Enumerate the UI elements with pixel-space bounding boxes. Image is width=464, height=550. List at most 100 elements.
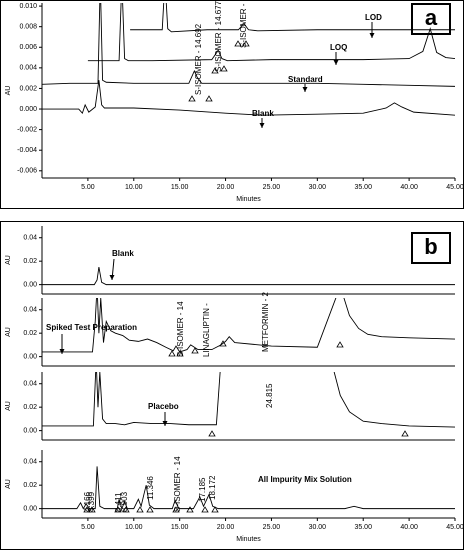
arrow-head: [59, 349, 65, 354]
peak-marker: [114, 506, 122, 513]
peak-annotation: 8.411: [114, 492, 123, 512]
trace: [42, 466, 455, 511]
x-tick-label: 30.00: [309, 524, 327, 531]
arrow-head: [162, 421, 168, 426]
y-axis-label: AU: [5, 86, 12, 96]
y-tick-label: -0.006: [17, 168, 37, 175]
peak-marker: [220, 65, 228, 72]
trace-label: All Impurity Mix Solution: [258, 475, 352, 484]
trace-label: LOQ: [330, 43, 347, 52]
y-tick-label: 0.02: [23, 404, 37, 411]
trace-label: Blank: [112, 249, 134, 258]
trace: [42, 80, 455, 116]
x-tick-label: 45.00: [446, 524, 464, 531]
arrow-head: [369, 33, 375, 38]
x-tick-label: 35.00: [354, 184, 372, 191]
peak-annotation: 24.815: [265, 383, 274, 408]
peak-annotation: 11.346: [146, 476, 155, 500]
plot: [42, 372, 455, 428]
y-tick-label: 0.008: [19, 24, 37, 31]
y-tick-label: 0.002: [19, 85, 37, 92]
trace: [42, 372, 455, 428]
y-tick-label: 0.000: [19, 106, 37, 113]
trace-label: Standard: [288, 75, 323, 84]
y-tick-label: 0.04: [23, 459, 37, 466]
x-tick-label: 40.00: [400, 524, 418, 531]
y-tick-label: 0.006: [19, 44, 37, 51]
x-tick-label: 20.00: [217, 524, 235, 531]
y-tick-label: 0.04: [23, 235, 37, 242]
peak-marker: [234, 40, 242, 47]
peak-marker: [186, 506, 194, 513]
y-tick-label: 0.00: [23, 353, 37, 360]
x-tick-label: 25.00: [263, 524, 281, 531]
y-tick-label: 0.00: [23, 281, 37, 288]
peak-marker: [188, 95, 196, 102]
trace-label: Blank: [252, 109, 274, 118]
peak-marker: [146, 506, 154, 513]
x-tick-label: 5.00: [81, 524, 95, 531]
peak-annotation: S-ISOMER - 14.692: [194, 23, 203, 95]
plot: [42, 466, 455, 511]
peak-annotation: S-ISOMER - 14.677: [214, 0, 223, 72]
peak-annotation: 4.166: [83, 491, 92, 512]
arrow-head: [109, 275, 115, 280]
y-axis-label: AU: [5, 327, 12, 337]
x-tick-label: 35.00: [354, 524, 372, 531]
arrow-head: [259, 123, 265, 128]
peak-marker: [211, 506, 219, 513]
trace: [130, 3, 455, 33]
x-tick-label: 10.00: [125, 184, 143, 191]
peak-annotation: 17.185: [198, 477, 207, 502]
peak-marker: [211, 67, 219, 74]
peak-annotation: 18.172: [208, 475, 217, 500]
peak-marker: [208, 430, 216, 437]
y-axis-label: AU: [5, 479, 12, 489]
x-tick-label: 25.00: [263, 184, 281, 191]
peak-marker: [136, 506, 144, 513]
peak-marker: [172, 506, 180, 513]
trace: [42, 3, 455, 87]
panel-label-box: [411, 3, 451, 35]
arrow-head: [333, 60, 339, 65]
panel-label-box: [411, 232, 451, 264]
peak-annotation: METFORMIN - 2: [261, 291, 270, 352]
x-axis-label: Minutes: [236, 536, 261, 543]
arrow-head: [302, 87, 308, 92]
x-tick-label: 10.00: [125, 524, 143, 531]
x-tick-label: 45.00: [446, 184, 464, 191]
peak-marker: [88, 506, 96, 513]
y-tick-label: 0.04: [23, 381, 37, 388]
peak-marker: [168, 350, 176, 357]
plot: [42, 298, 455, 353]
peak-annotation: 8.903: [120, 491, 129, 512]
y-axis-label: AU: [5, 255, 12, 265]
peak-marker: [201, 506, 209, 513]
trace-label: Spiked Test Preparation: [46, 323, 137, 332]
peak-marker: [83, 506, 91, 513]
y-tick-label: 0.00: [23, 505, 37, 512]
panel-label: b: [424, 234, 437, 259]
trace: [42, 266, 455, 286]
x-tick-label: 40.00: [400, 184, 418, 191]
y-tick-label: 0.00: [23, 427, 37, 434]
y-tick-label: 0.02: [23, 258, 37, 265]
peak-annotation: S-ISOMER - 14.668: [239, 0, 248, 48]
plot: [42, 266, 455, 286]
y-axis-label: AU: [5, 401, 12, 411]
panel-frame: [0, 221, 464, 550]
y-tick-label: -0.004: [17, 147, 37, 154]
plot: [42, 3, 455, 116]
x-tick-label: 20.00: [217, 184, 235, 191]
peak-marker: [401, 430, 409, 437]
peak-marker: [219, 340, 227, 347]
y-tick-label: 0.010: [19, 3, 37, 10]
peak-marker: [242, 40, 250, 47]
peak-marker: [176, 350, 184, 357]
trace-label: LOD: [365, 13, 382, 22]
peak-annotation: S-ISOMER - 14: [176, 301, 185, 357]
y-tick-label: -0.002: [17, 126, 37, 133]
x-tick-label: 15.00: [171, 524, 189, 531]
peak-annotation: 4.399: [87, 491, 96, 512]
